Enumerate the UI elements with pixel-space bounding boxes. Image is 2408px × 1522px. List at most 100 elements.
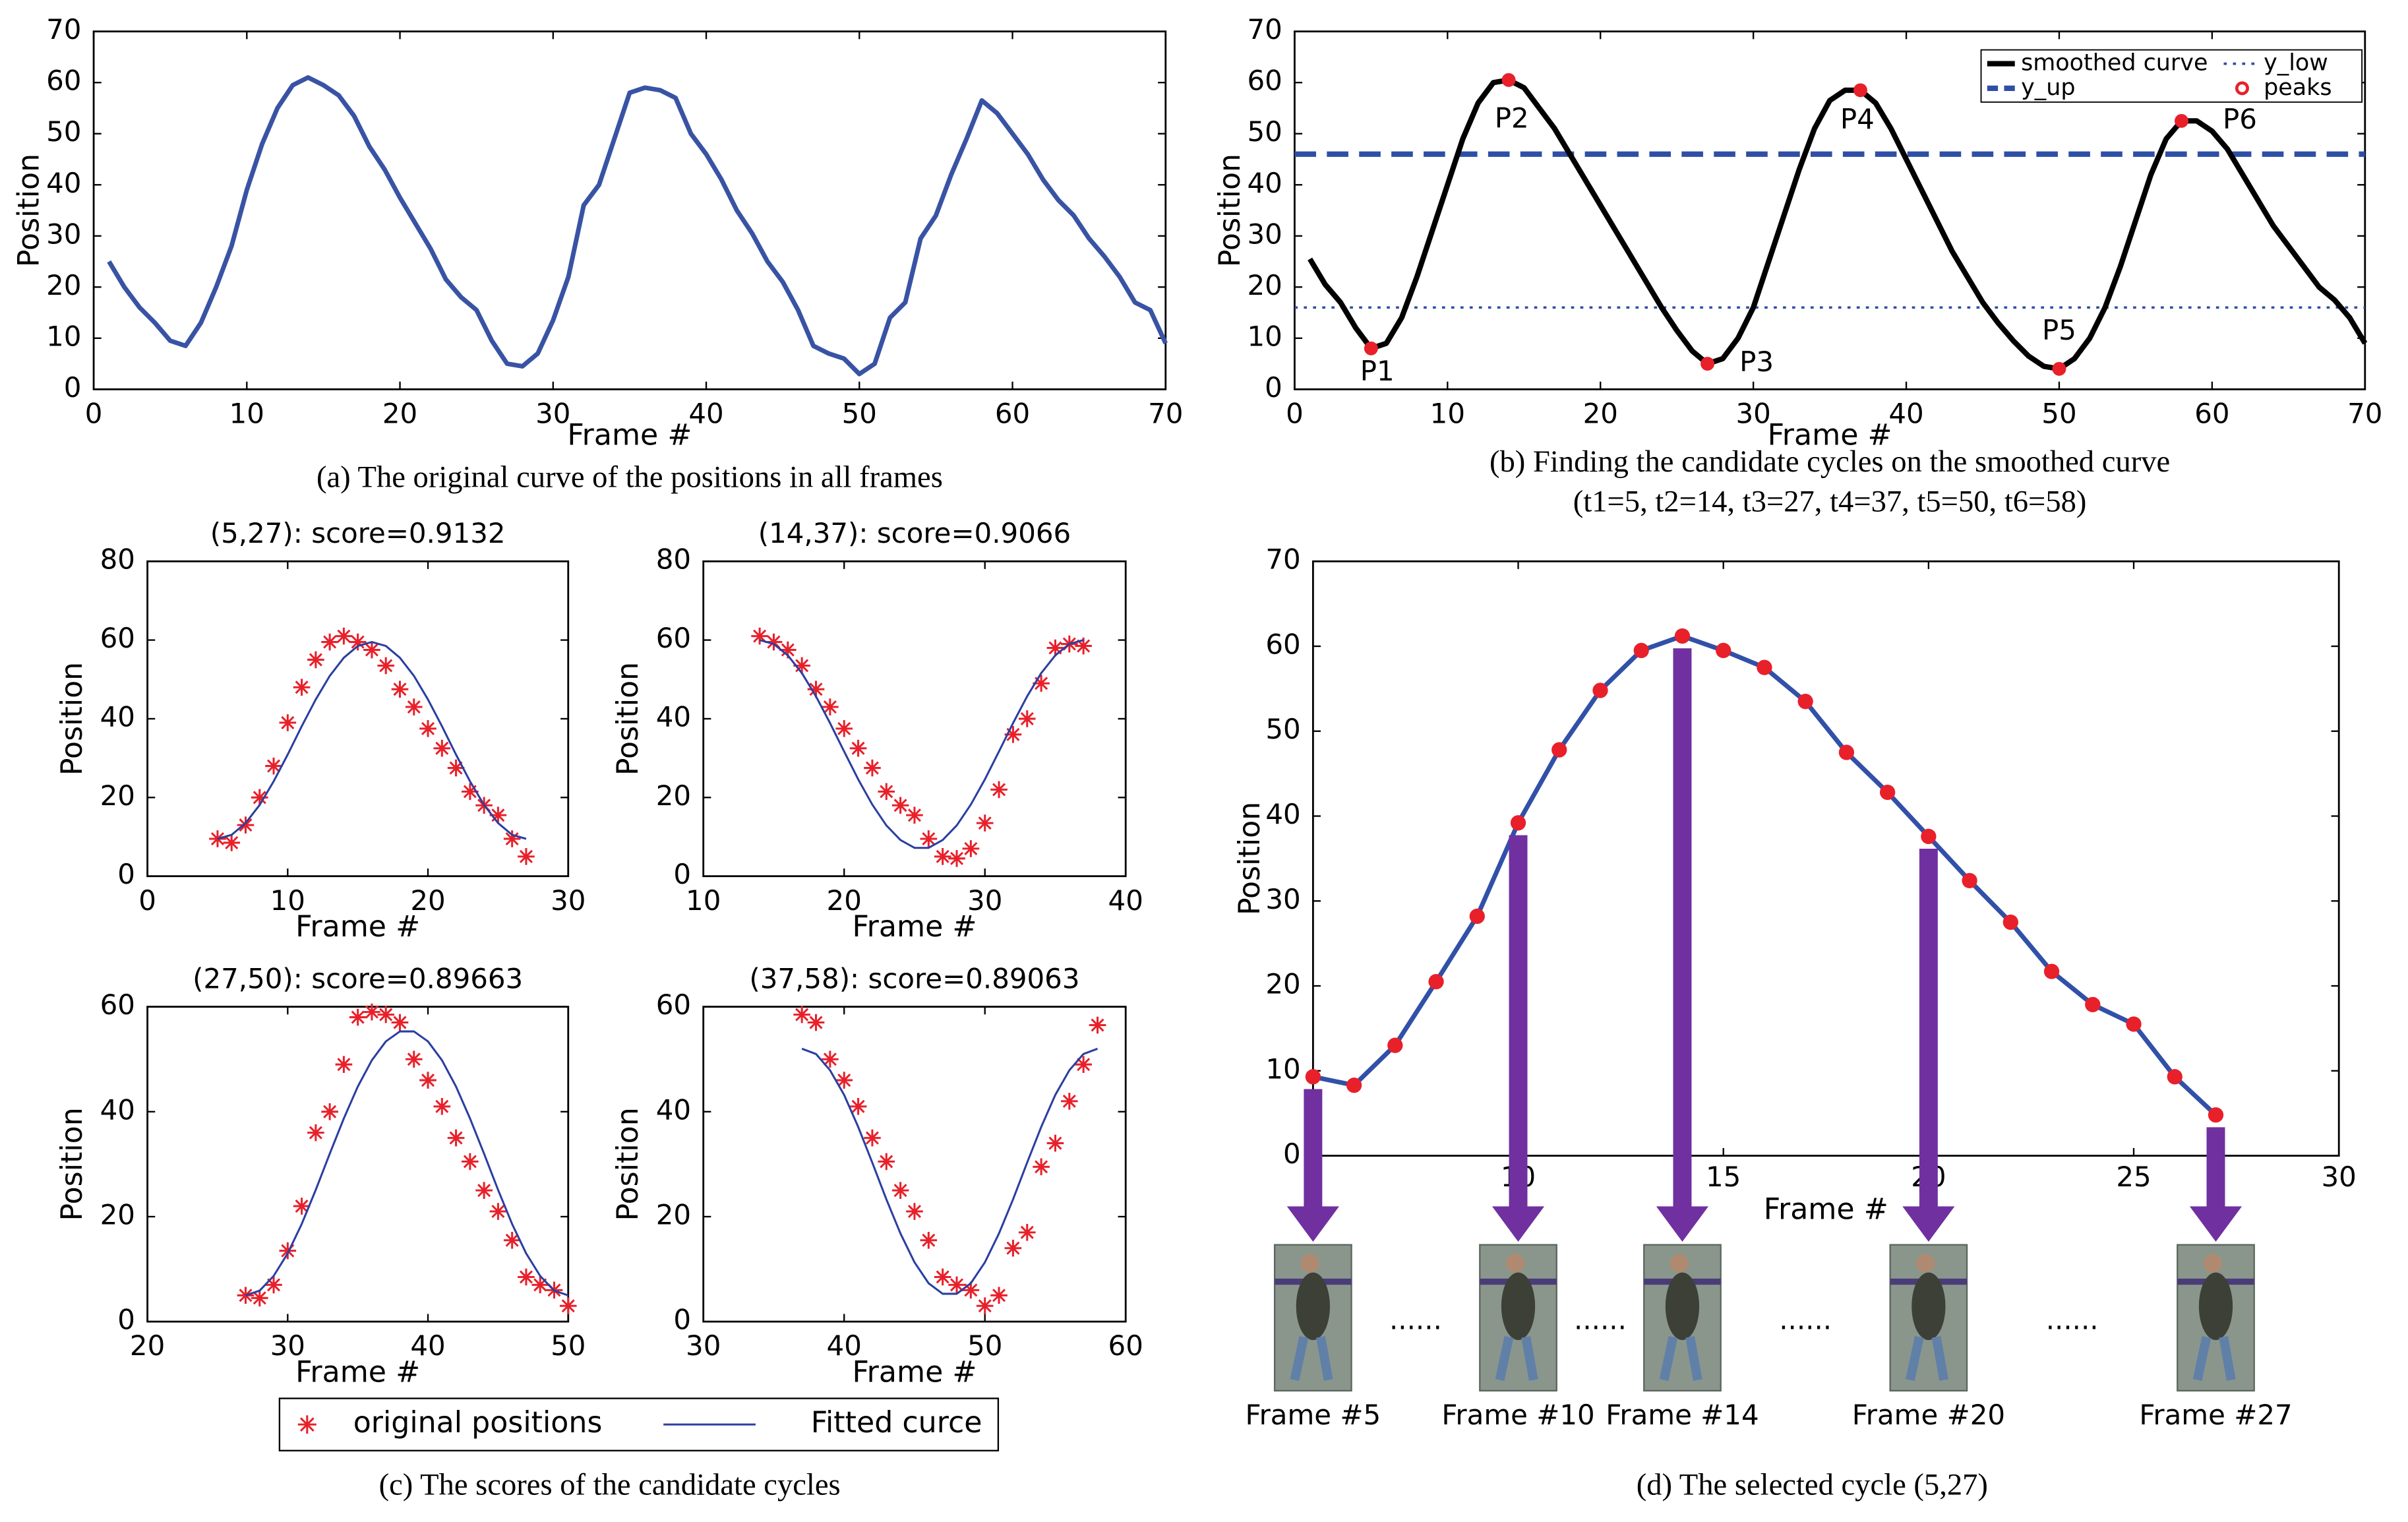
data-point <box>349 1008 367 1026</box>
data-point <box>518 1268 535 1286</box>
data-point <box>1592 683 1608 698</box>
data-point <box>1305 1069 1321 1085</box>
data-point <box>279 714 297 731</box>
data-point <box>864 759 881 777</box>
y-tick-label: 40 <box>100 700 135 733</box>
x-tick-label: 40 <box>827 1329 862 1362</box>
x-tick-label: 50 <box>551 1329 586 1362</box>
data-point <box>293 1198 311 1215</box>
x-tick-label: 60 <box>2194 397 2229 429</box>
plot-frame <box>1294 30 2366 390</box>
y-tick-label: 20 <box>1265 968 1300 1000</box>
y-tick-label: 0 <box>673 858 691 890</box>
data-point <box>1346 1078 1362 1093</box>
y-tick-label: 20 <box>656 1198 691 1231</box>
data-point <box>1962 872 1977 889</box>
data-point <box>1004 1239 1022 1257</box>
y-axis-label: Position <box>1233 802 1267 915</box>
data-point <box>835 720 853 737</box>
x-tick-label: 20 <box>1583 397 1618 429</box>
data-point <box>807 681 825 698</box>
x-axis-label: Frame # <box>567 419 692 452</box>
data-point <box>2126 1016 2142 1032</box>
data-point <box>807 1014 825 1031</box>
data-point <box>906 1203 923 1220</box>
frame-arrow <box>1656 648 1709 1242</box>
y-tick-label: 60 <box>656 622 691 654</box>
legend-label: peaks <box>2264 75 2332 101</box>
data-point <box>321 1103 338 1120</box>
data-point <box>433 739 451 757</box>
data-point <box>1879 784 1896 801</box>
data-point <box>447 1129 465 1147</box>
data-point <box>489 1203 507 1220</box>
data-point <box>1046 1134 1064 1152</box>
data-point <box>1089 1016 1106 1034</box>
data-line <box>801 1047 1099 1295</box>
frame-arrow <box>1902 849 1955 1242</box>
caption: (a) The original curve of the positions … <box>316 460 943 494</box>
frame-image-figure <box>1501 1272 1536 1341</box>
data-point <box>1797 694 1813 710</box>
frame-image-head <box>1505 1254 1524 1273</box>
y-tick-label: 60 <box>656 989 691 1021</box>
x-tick-label: 30 <box>1735 397 1770 429</box>
x-tick-label: 40 <box>1108 884 1143 917</box>
data-point <box>878 783 895 801</box>
y-tick-label: 0 <box>117 858 135 890</box>
x-tick-label: 20 <box>130 1329 165 1362</box>
data-point <box>948 850 965 867</box>
data-point <box>531 1276 549 1294</box>
data-line <box>107 75 1168 377</box>
data-point <box>335 627 353 645</box>
x-tick-label: 70 <box>1148 397 1183 429</box>
y-tick-label: 30 <box>1265 883 1300 915</box>
data-point <box>503 1231 521 1249</box>
y-tick-label: 50 <box>1247 115 1282 148</box>
data-point <box>906 807 923 824</box>
frame-image-figure <box>1665 1272 1700 1341</box>
x-axis-label: Frame # <box>852 1355 977 1389</box>
x-tick-label: 20 <box>827 884 862 917</box>
x-tick-label: 50 <box>967 1329 1002 1362</box>
data-point <box>1018 1224 1036 1241</box>
data-point <box>976 814 994 832</box>
y-tick-label: 50 <box>1265 713 1300 745</box>
frame-label: Frame #14 <box>1606 1399 1759 1431</box>
x-tick-label: 70 <box>2347 397 2382 429</box>
data-point <box>293 679 311 696</box>
x-tick-label: 30 <box>2322 1161 2357 1193</box>
data-point <box>990 1287 1008 1304</box>
x-tick-label: 30 <box>270 1329 305 1362</box>
data-point <box>1633 642 1649 659</box>
y-tick-label: 20 <box>100 1198 135 1231</box>
peak-marker <box>1501 73 1516 87</box>
y-tick-label: 30 <box>46 218 81 250</box>
y-axis-label: Position <box>55 662 89 776</box>
y-tick-label: 60 <box>100 989 135 1021</box>
data-point <box>849 739 867 757</box>
separator: ...... <box>1389 1304 1442 1336</box>
data-point <box>405 1050 423 1068</box>
y-axis-label: Position <box>611 1107 645 1221</box>
caption: (c) The scores of the candidate cycles <box>379 1467 841 1502</box>
data-point <box>751 627 768 645</box>
data-point <box>349 633 367 651</box>
y-tick-label: 80 <box>656 543 691 576</box>
data-point <box>462 783 479 801</box>
data-point <box>1004 726 1022 743</box>
data-point <box>363 641 380 659</box>
x-tick-label: 20 <box>410 884 445 917</box>
x-tick-label: 10 <box>270 884 305 917</box>
x-tick-label: 50 <box>842 397 877 429</box>
y-tick-label: 70 <box>1247 13 1282 46</box>
data-point <box>2167 1069 2182 1085</box>
data-point <box>489 807 507 824</box>
x-tick-label: 0 <box>1286 397 1304 429</box>
legend-label: y_low <box>2264 50 2328 76</box>
y-tick-label: 60 <box>46 65 81 97</box>
frame-image-legs <box>1906 1335 1949 1382</box>
frame-image-legs <box>2192 1335 2236 1382</box>
separator: ...... <box>1779 1304 1832 1336</box>
